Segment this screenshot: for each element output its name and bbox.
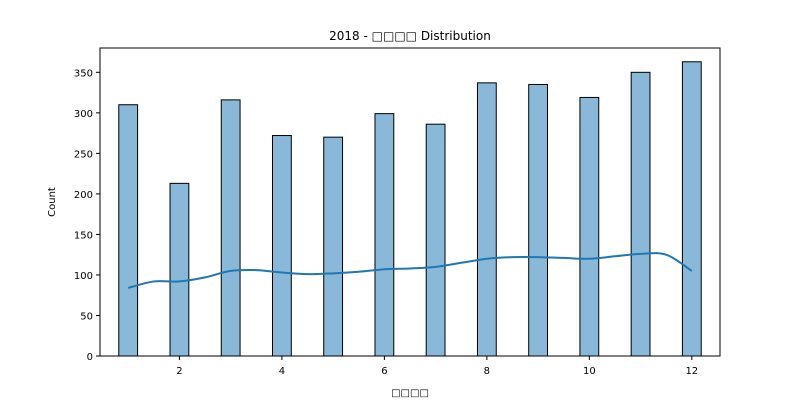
histogram-bar <box>220 99 241 357</box>
x-tick-label: 8 <box>484 366 490 377</box>
chart-title: 2018 - □□□□ Distribution <box>329 29 491 43</box>
kde-line <box>127 252 693 289</box>
histogram-bar <box>476 82 497 357</box>
plot-frame <box>99 47 721 357</box>
x-tick-label: 10 <box>583 366 596 377</box>
histogram-bar <box>681 61 702 357</box>
x-tick-label: 6 <box>381 366 387 377</box>
y-tick-label: 100 <box>74 271 93 282</box>
x-tick-label: 12 <box>685 366 698 377</box>
plot-area <box>118 61 702 357</box>
histogram-bar <box>630 71 651 357</box>
y-axis-label: Count <box>47 187 58 217</box>
histogram-bar <box>374 113 395 357</box>
y-tick-label: 0 <box>87 352 93 363</box>
histogram-bar <box>118 104 139 357</box>
histogram-bar <box>579 96 600 357</box>
y-tick-label: 300 <box>74 109 93 120</box>
y-tick-label: 350 <box>74 68 93 79</box>
histogram-bar <box>271 135 292 357</box>
x-axis-label: □□□□ <box>391 388 429 399</box>
histogram-bar <box>425 123 446 357</box>
histogram-bar <box>323 136 344 357</box>
x-tick-label: 2 <box>176 366 182 377</box>
x-tick-label: 4 <box>279 366 285 377</box>
histogram-bar <box>169 182 190 357</box>
y-tick-label: 150 <box>74 230 93 241</box>
y-tick-label: 200 <box>74 190 93 201</box>
y-tick-label: 50 <box>80 311 93 322</box>
y-tick-label: 250 <box>74 149 93 160</box>
histogram-bar <box>528 83 549 357</box>
